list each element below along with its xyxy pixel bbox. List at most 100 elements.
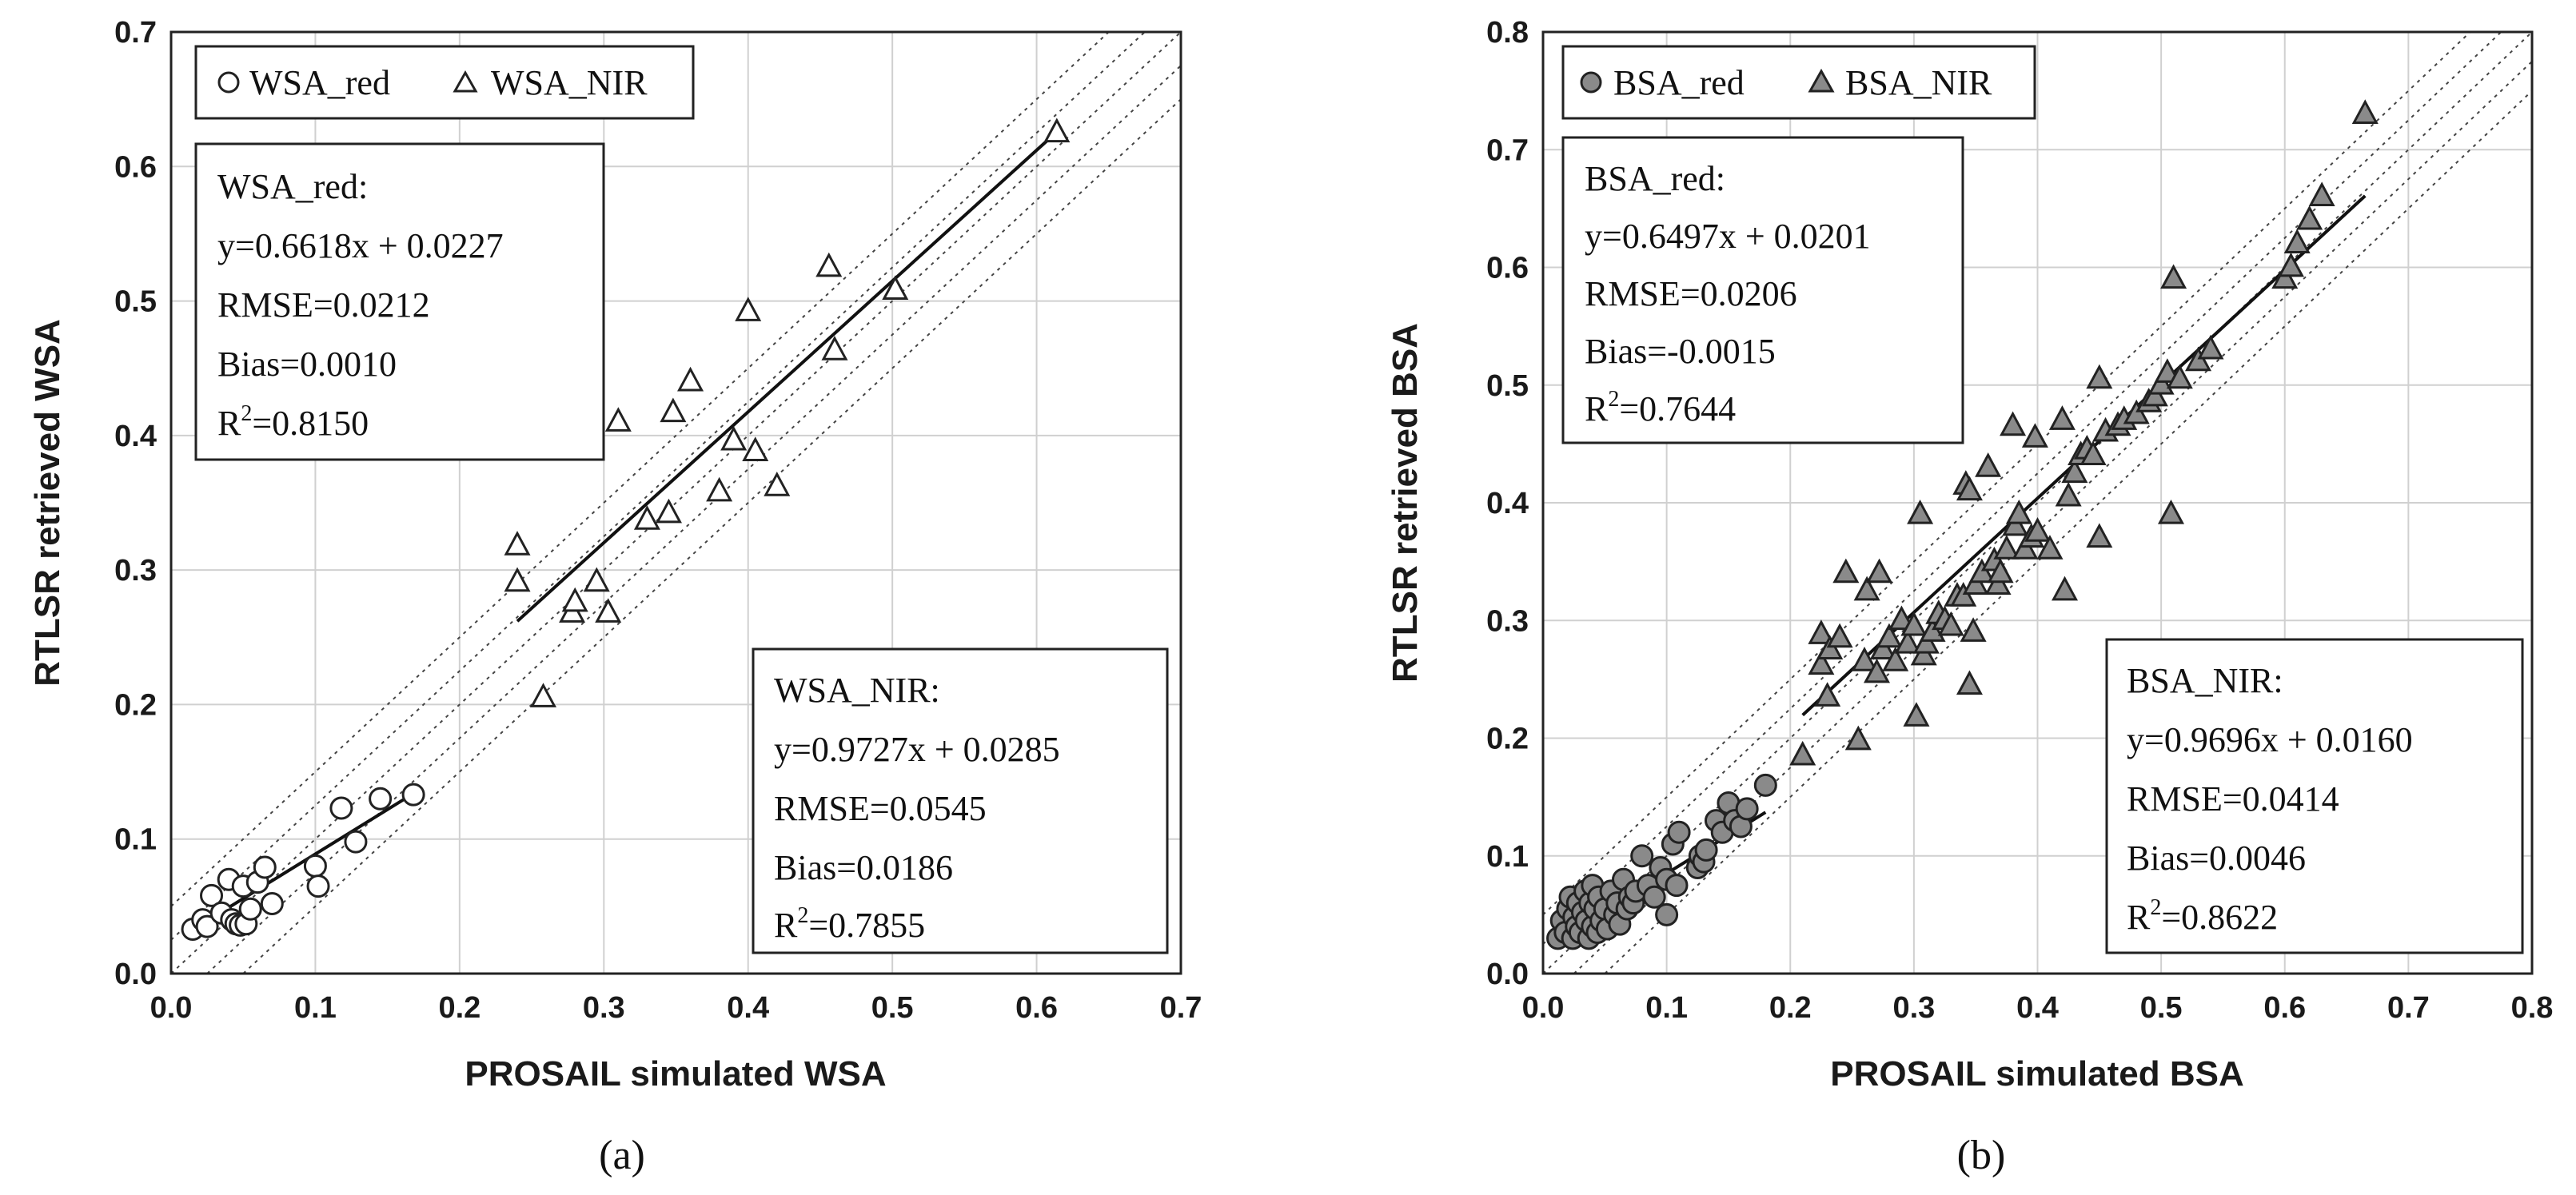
- stat-box-frame: [1561, 136, 1964, 444]
- data-point-bsa-nir: [2002, 511, 2029, 536]
- data-point-bsa-nir: [2185, 346, 2212, 372]
- data-point-wsa-nir: [633, 505, 660, 530]
- stat-r2: R2=0.7855: [774, 903, 925, 945]
- y-tick-label: 0.0: [1486, 958, 1529, 991]
- data-point-bsa-red: [1667, 820, 1691, 844]
- reference-line: [1604, 90, 2533, 974]
- data-point-bsa-nir: [1869, 635, 1896, 659]
- panel-a-stat-box-nir: WSA_NIR: y=0.9727x + 0.0285 RMSE=0.0545 …: [752, 647, 1169, 954]
- data-point-wsa-nir: [583, 567, 610, 592]
- y-tick-label: 0.8: [1486, 16, 1529, 50]
- y-tick-label: 0.0: [114, 958, 157, 991]
- panel-b: 0.0 0.1 0.2 0.3 0.4 0.5 0.6 0.7 0.8 0.0 0.1 0.2 0.3…: [1386, 16, 2553, 1178]
- panel-b-points: [1546, 99, 2379, 950]
- data-point-bsa-red: [1642, 885, 1666, 909]
- x-tick-label: 0.3: [1892, 991, 1935, 1025]
- panel-a-y-axis-label: RTLSR retrieved WSA: [28, 319, 67, 687]
- stat-title: WSA_NIR:: [774, 671, 940, 710]
- data-point-wsa-nir: [504, 531, 531, 556]
- legend-circle-marker-icon: [1580, 71, 1602, 94]
- data-point-bsa-nir: [1910, 640, 1937, 666]
- panel-b-stat-box-red: BSA_red: y=0.6497x + 0.0201 RMSE=0.0206 …: [1561, 136, 1964, 444]
- panel-a-legend-box: [194, 45, 695, 120]
- data-point-bsa-nir: [1993, 535, 2020, 560]
- data-point-bsa-nir: [2005, 499, 2032, 524]
- data-point-wsa-nir: [529, 683, 557, 707]
- data-point-bsa-nir: [1962, 570, 1989, 595]
- data-point-bsa-nir: [2197, 334, 2224, 360]
- reference-line: [170, 31, 1146, 941]
- y-tick-label: 0.4: [1486, 487, 1529, 520]
- data-point-bsa-nir: [2154, 358, 2181, 383]
- data-point-bsa-nir: [1975, 452, 2002, 477]
- stat-bias: Bias=0.0186: [774, 848, 953, 887]
- y-tick-label: 0.5: [1486, 369, 1529, 403]
- data-point-wsa-nir: [660, 397, 687, 423]
- data-point-wsa-nir: [821, 336, 848, 360]
- x-tick-label: 0.7: [1160, 991, 1202, 1025]
- legend-circle-marker-icon: [217, 71, 240, 94]
- y-tick-label: 0.4: [114, 420, 157, 453]
- legend-label-wsa-nir: WSA_NIR: [491, 63, 648, 102]
- stat-equation: y=0.6618x + 0.0227: [217, 226, 504, 265]
- panel-b-x-tick-labels: 0.0 0.1 0.2 0.3 0.4 0.5 0.6 0.7 0.8: [1522, 991, 2554, 1025]
- stat-rmse: RMSE=0.0545: [774, 789, 987, 828]
- y-tick-label: 0.6: [1486, 252, 1529, 285]
- stat-box-frame: [2105, 638, 2524, 954]
- panel-a-y-tick-labels: 0.0 0.1 0.2 0.3 0.4 0.5 0.6 0.7: [114, 16, 157, 991]
- panel-a-reference-lines: [170, 31, 1182, 974]
- data-point-bsa-nir: [1876, 623, 1903, 648]
- legend-triangle-marker-icon: [453, 70, 478, 93]
- stat-bias: Bias=0.0010: [217, 345, 397, 384]
- panel-a-legend: WSA_red WSA_NIR: [194, 45, 695, 120]
- stat-equation: y=0.9696x + 0.0160: [2127, 720, 2413, 759]
- x-tick-label: 0.3: [583, 991, 625, 1025]
- data-point-wsa-red: [303, 854, 327, 878]
- y-tick-label: 0.6: [114, 150, 157, 184]
- y-tick-label: 0.3: [114, 554, 157, 588]
- data-point-wsa-nir: [706, 476, 733, 502]
- data-point-bsa-nir: [2141, 381, 2168, 407]
- reference-line: [206, 65, 1182, 974]
- panel-b-y-tick-labels: 0.0 0.1 0.2 0.3 0.4 0.5 0.6 0.7 0.8: [1486, 16, 1529, 991]
- x-tick-label: 0.2: [438, 991, 481, 1025]
- data-point-bsa-nir: [2086, 523, 2113, 548]
- reference-line: [242, 98, 1182, 974]
- data-point-bsa-nir: [1808, 650, 1835, 675]
- data-point-wsa-red: [401, 783, 425, 807]
- data-point-wsa-nir: [720, 425, 748, 451]
- data-point-bsa-nir: [2277, 252, 2304, 277]
- data-point-bsa-nir: [2012, 535, 2039, 560]
- data-point-bsa-nir: [2308, 181, 2335, 207]
- y-tick-label: 0.2: [1486, 723, 1529, 756]
- panel-b-x-axis-label: PROSAIL simulated BSA: [1830, 1054, 2244, 1093]
- data-point-wsa-nir: [655, 498, 682, 524]
- data-point-bsa-nir: [2061, 458, 2088, 484]
- data-point-bsa-nir: [1866, 558, 1893, 584]
- x-tick-label: 0.5: [871, 991, 914, 1025]
- data-point-bsa-nir: [1984, 570, 2012, 595]
- data-point-bsa-nir: [1987, 558, 2014, 584]
- data-point-bsa-nir: [2157, 499, 2185, 524]
- x-tick-label: 0.0: [1522, 991, 1565, 1025]
- panel-a-x-axis-label: PROSAIL simulated WSA: [465, 1054, 886, 1093]
- data-point-bsa-nir: [1826, 623, 1853, 648]
- panel-a-plot-frame: [169, 30, 1182, 975]
- data-point-wsa-nir: [735, 297, 762, 321]
- stat-rmse: RMSE=0.0414: [2127, 779, 2339, 819]
- data-point-wsa-red: [253, 855, 277, 879]
- data-point-bsa-nir: [1863, 658, 1890, 683]
- data-point-bsa-red: [1694, 838, 1718, 862]
- data-point-bsa-nir: [1900, 611, 1928, 636]
- data-point-wsa-nir: [742, 436, 769, 461]
- data-point-bsa-nir: [1950, 582, 1977, 607]
- x-tick-label: 0.1: [294, 991, 337, 1025]
- data-point-bsa-nir: [2271, 264, 2299, 289]
- data-point-bsa-nir: [2000, 411, 2027, 436]
- data-point-wsa-red: [369, 787, 393, 811]
- legend-label-bsa-red: BSA_red: [1613, 63, 1745, 102]
- stat-title: BSA_NIR:: [2127, 661, 2283, 700]
- panel-a-stat-box-red: WSA_red: y=0.6618x + 0.0227 RMSE=0.0212 …: [194, 142, 605, 461]
- data-point-wsa-nir: [882, 275, 909, 301]
- x-tick-label: 0.6: [1015, 991, 1058, 1025]
